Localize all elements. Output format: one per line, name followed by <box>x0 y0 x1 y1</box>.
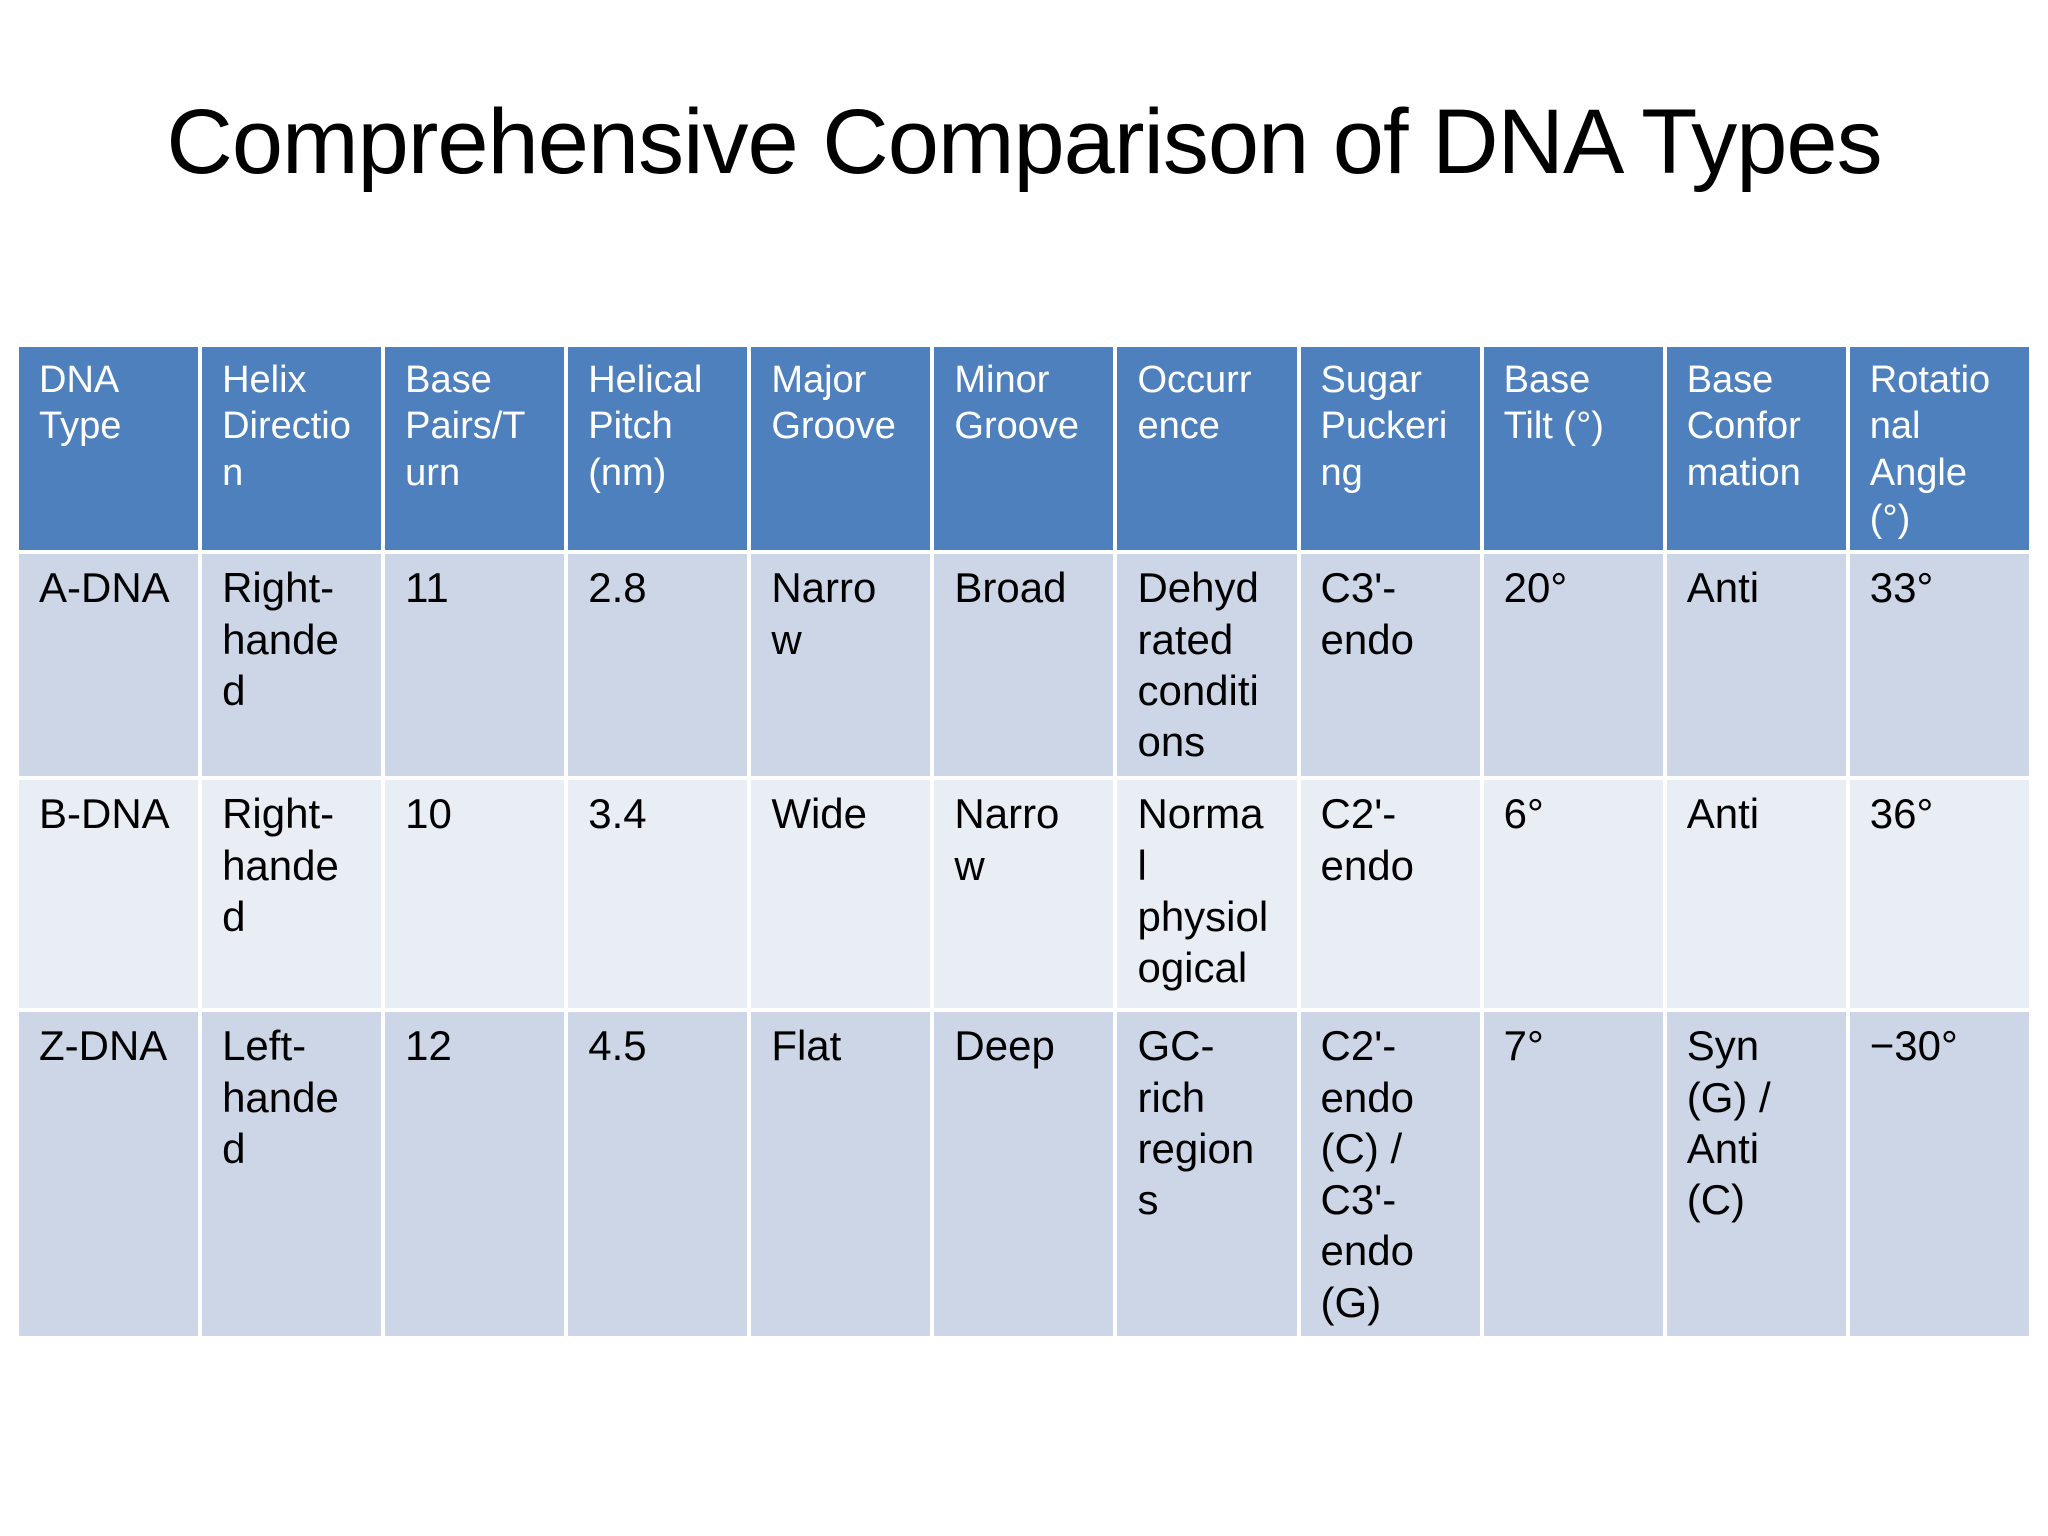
column-header: Base Tilt (°) <box>1479 342 1667 555</box>
table-cell: 12 <box>381 1008 569 1340</box>
column-header: Occurrence <box>1113 342 1301 555</box>
table-cell: Syn (G) / Anti (C) <box>1662 1008 1850 1340</box>
column-header: Minor Groove <box>930 342 1118 555</box>
column-header: Helical Pitch (nm) <box>564 342 752 555</box>
table-cell: Right-handed <box>198 550 386 781</box>
table-row: A-DNA Right-handed 11 2.8 Narrow Broad Dehydra… <box>14 550 2034 781</box>
table-cell: 33° <box>1845 550 2034 781</box>
table-cell: 2.8 <box>564 550 752 781</box>
table-cell: Left-handed <box>198 1008 386 1340</box>
table-cell: 6° <box>1479 776 1667 1013</box>
table-cell: 11 <box>381 550 569 781</box>
table-header: DNA Type Helix Direction Base Pairs/Turn He… <box>14 342 2034 555</box>
column-header: Major Groove <box>747 342 935 555</box>
table-cell: 20° <box>1479 550 1667 781</box>
row-label-cell: A-DNA <box>14 550 203 781</box>
column-header: Helix Direction <box>198 342 386 555</box>
dna-comparison-table: DNA Type Helix Direction Base Pairs/Turn He… <box>14 342 2034 1340</box>
table-cell: 10 <box>381 776 569 1013</box>
table-cell: Flat <box>747 1008 935 1340</box>
table-header-row: DNA Type Helix Direction Base Pairs/Turn He… <box>14 342 2034 555</box>
column-header: DNA Type <box>14 342 203 555</box>
slide-title: Comprehensive Comparison of DNA Types <box>166 91 1882 193</box>
table-cell: Narrow <box>930 776 1118 1013</box>
table-cell: Broad <box>930 550 1118 781</box>
table-cell: C2'-endo (C) / C3'-endo (G) <box>1296 1008 1484 1340</box>
row-label-cell: Z-DNA <box>14 1008 203 1340</box>
table-cell: Anti <box>1662 776 1850 1013</box>
table-cell: Deep <box>930 1008 1118 1340</box>
table-cell: Anti <box>1662 550 1850 781</box>
table-cell: −30° <box>1845 1008 2034 1340</box>
table-cell: GC-rich regions <box>1113 1008 1301 1340</box>
table-row: Z-DNA Left-handed 12 4.5 Flat Deep GC-rich reg… <box>14 1008 2034 1340</box>
table-cell: 7° <box>1479 1008 1667 1340</box>
table-cell: 36° <box>1845 776 2034 1013</box>
table-row: B-DNA Right-handed 10 3.4 Wide Narrow Normal p… <box>14 776 2034 1013</box>
table-cell: Narrow <box>747 550 935 781</box>
row-label-cell: B-DNA <box>14 776 203 1013</box>
table-cell: 4.5 <box>564 1008 752 1340</box>
column-header: Base Pairs/Turn <box>381 342 569 555</box>
table-cell: Normal physiological <box>1113 776 1301 1013</box>
table-cell: Wide <box>747 776 935 1013</box>
table-cell: C3'-endo <box>1296 550 1484 781</box>
column-header: Base Conformation <box>1662 342 1850 555</box>
table-cell: Dehydrated conditions <box>1113 550 1301 781</box>
table-cell: 3.4 <box>564 776 752 1013</box>
table-cell: C2'-endo <box>1296 776 1484 1013</box>
column-header: Sugar Puckering <box>1296 342 1484 555</box>
table-cell: Right-handed <box>198 776 386 1013</box>
column-header: Rotational Angle (°) <box>1845 342 2034 555</box>
table-body: A-DNA Right-handed 11 2.8 Narrow Broad Dehydra… <box>14 550 2034 1340</box>
